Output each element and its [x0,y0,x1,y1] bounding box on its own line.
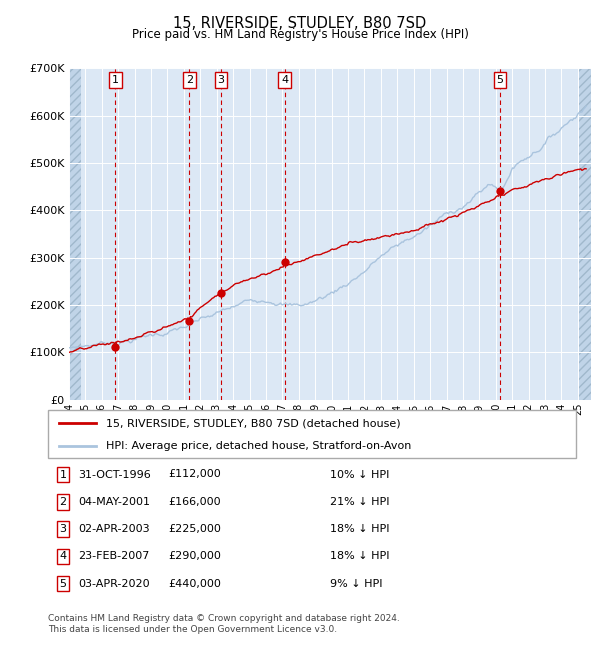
Text: £290,000: £290,000 [168,551,221,562]
Text: 2: 2 [59,497,67,507]
Text: Price paid vs. HM Land Registry's House Price Index (HPI): Price paid vs. HM Land Registry's House … [131,28,469,41]
Text: This data is licensed under the Open Government Licence v3.0.: This data is licensed under the Open Gov… [48,625,337,634]
Bar [578,68,591,400]
Text: 1: 1 [59,469,67,480]
Text: 15, RIVERSIDE, STUDLEY, B80 7SD: 15, RIVERSIDE, STUDLEY, B80 7SD [173,16,427,31]
FancyBboxPatch shape [48,410,576,458]
Text: 21% ↓ HPI: 21% ↓ HPI [330,497,389,507]
Text: 18% ↓ HPI: 18% ↓ HPI [330,524,389,534]
Text: £225,000: £225,000 [168,524,221,534]
Text: 10% ↓ HPI: 10% ↓ HPI [330,469,389,480]
Text: Contains HM Land Registry data © Crown copyright and database right 2024.: Contains HM Land Registry data © Crown c… [48,614,400,623]
Text: 5: 5 [59,578,67,589]
Bar [578,68,591,400]
Text: £440,000: £440,000 [168,578,221,589]
Text: 4: 4 [59,551,67,562]
Text: £166,000: £166,000 [168,497,221,507]
Text: 4: 4 [281,75,288,85]
Bar [69,68,82,400]
Text: 23-FEB-2007: 23-FEB-2007 [78,551,149,562]
Text: 03-APR-2020: 03-APR-2020 [78,578,149,589]
Text: 9% ↓ HPI: 9% ↓ HPI [330,578,383,589]
Text: 1: 1 [112,75,119,85]
Text: 31-OCT-1996: 31-OCT-1996 [78,469,151,480]
Text: 3: 3 [217,75,224,85]
Text: 18% ↓ HPI: 18% ↓ HPI [330,551,389,562]
Text: 02-APR-2003: 02-APR-2003 [78,524,149,534]
Text: HPI: Average price, detached house, Stratford-on-Avon: HPI: Average price, detached house, Stra… [106,441,412,451]
Text: 04-MAY-2001: 04-MAY-2001 [78,497,150,507]
Text: 15, RIVERSIDE, STUDLEY, B80 7SD (detached house): 15, RIVERSIDE, STUDLEY, B80 7SD (detache… [106,418,401,428]
Text: 2: 2 [186,75,193,85]
Bar [69,68,82,400]
Text: £112,000: £112,000 [168,469,221,480]
Text: 3: 3 [59,524,67,534]
Text: 5: 5 [496,75,503,85]
